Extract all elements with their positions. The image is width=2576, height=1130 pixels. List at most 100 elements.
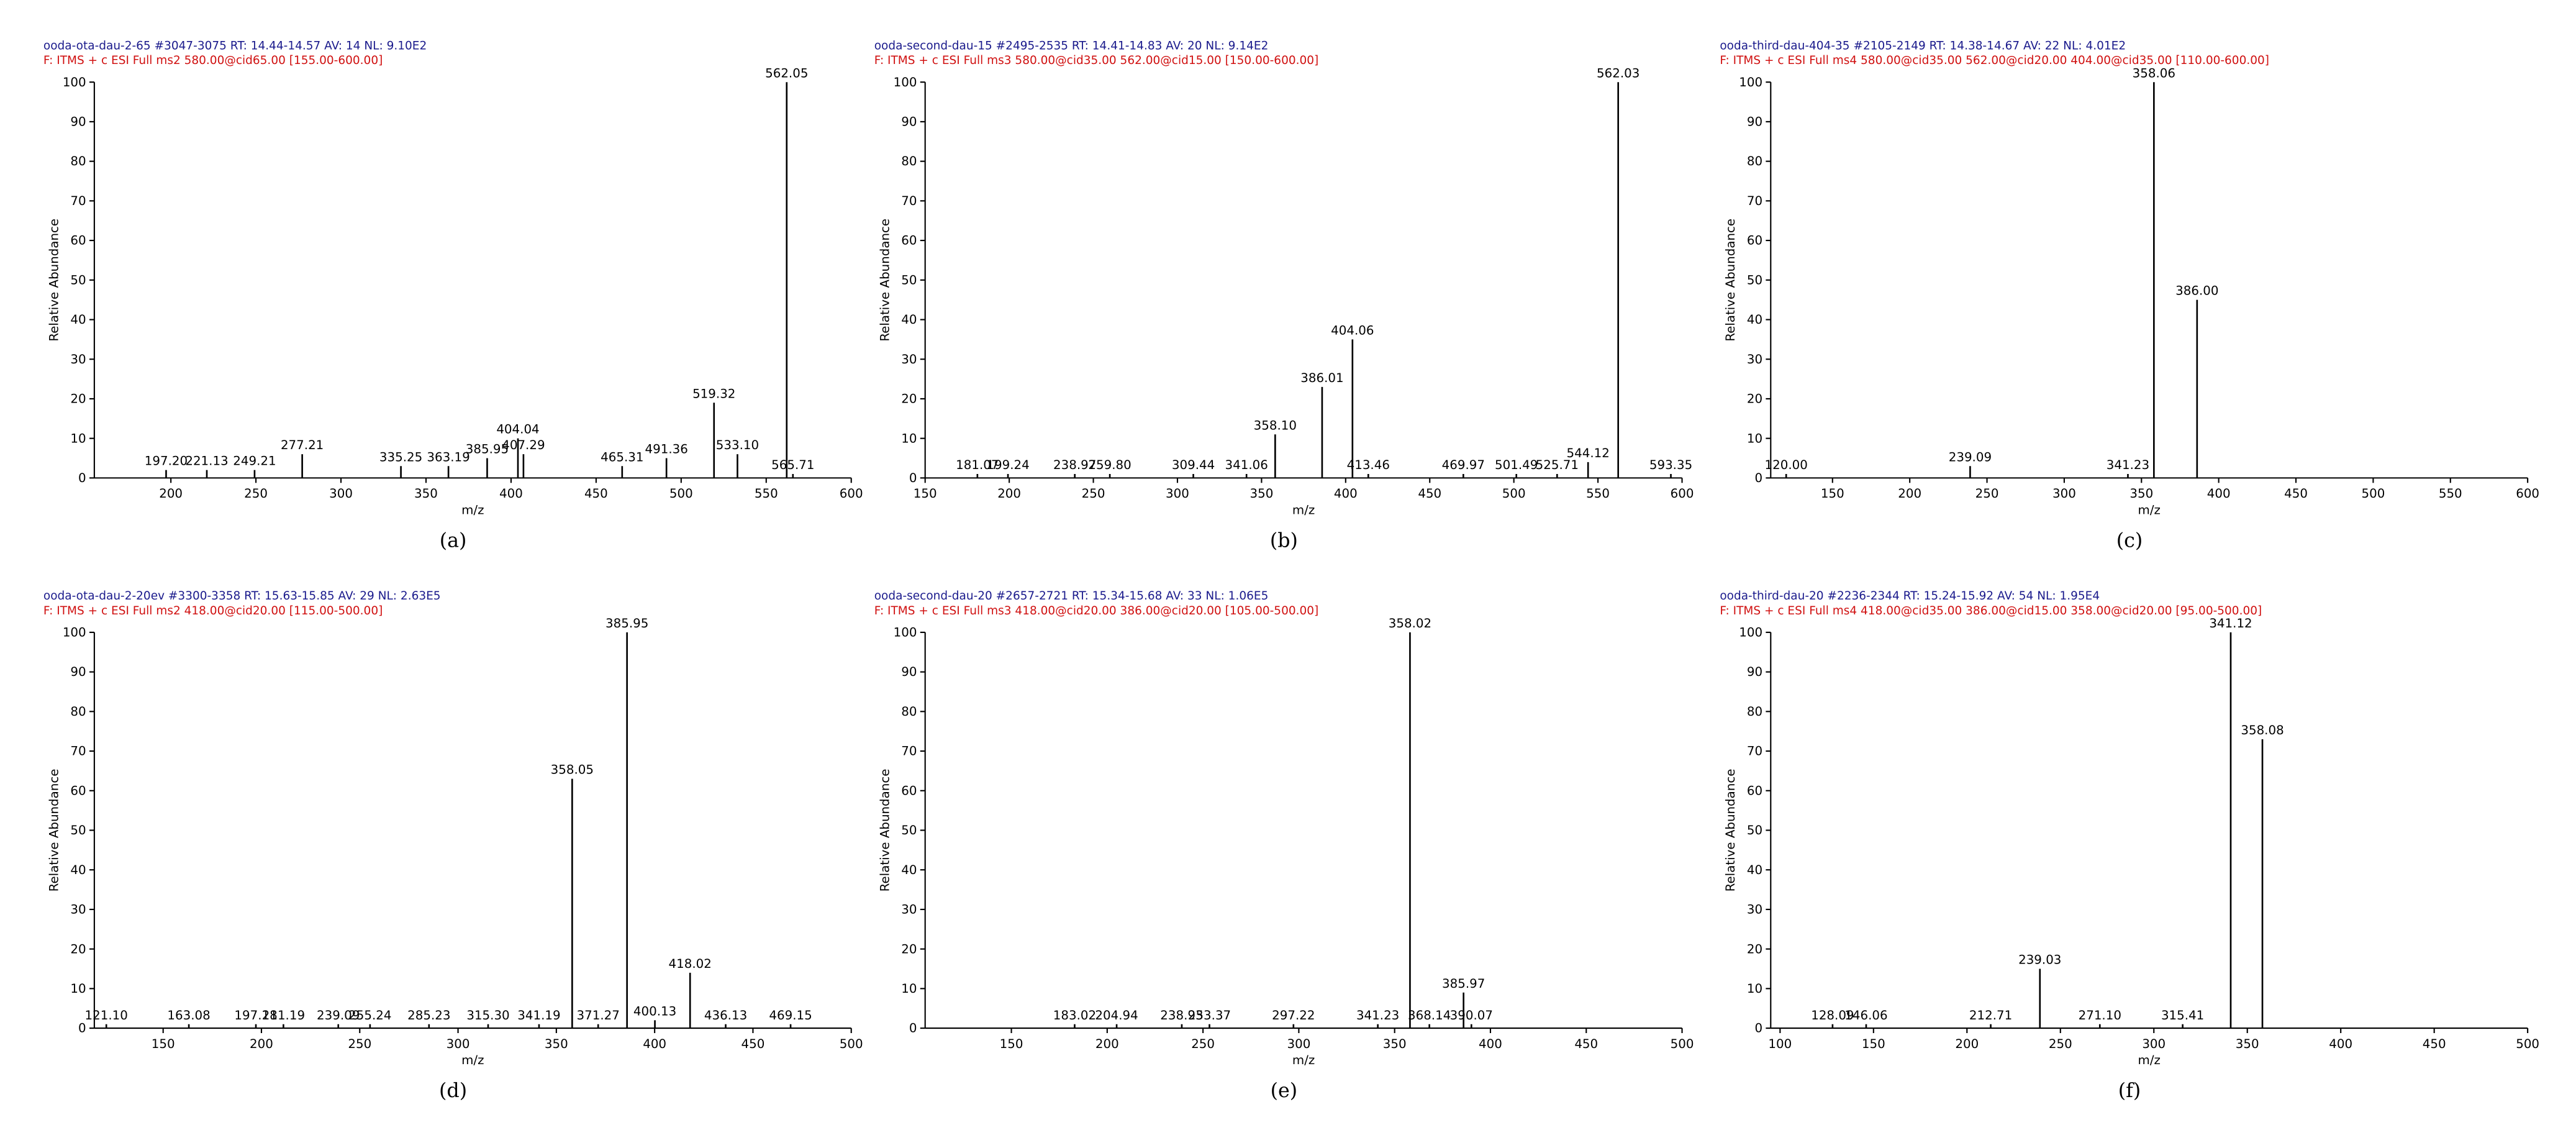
- x-tick-label: 500: [2516, 1037, 2539, 1051]
- x-tick-label: 150: [1000, 1037, 1023, 1051]
- peak-label: 341.19: [517, 1008, 560, 1023]
- x-tick-label: 350: [545, 1037, 568, 1051]
- scan-header: ooda-third-dau-404-35 #2105-2149 RT: 14.…: [1720, 39, 2126, 52]
- y-tick-label: 80: [70, 704, 86, 719]
- peak-label: 407.29: [502, 438, 545, 452]
- x-tick-label: 400: [1334, 486, 1358, 501]
- y-tick-label: 50: [1747, 823, 1762, 837]
- x-tick-label: 400: [499, 486, 523, 501]
- panel-label: (a): [440, 529, 467, 552]
- y-tick-label: 30: [901, 352, 917, 367]
- x-tick-label: 200: [1095, 1037, 1119, 1051]
- y-tick-label: 40: [1747, 312, 1762, 327]
- y-tick-label: 30: [70, 903, 86, 917]
- peak-label: 404.04: [496, 422, 539, 437]
- peak-label: 239.03: [2018, 953, 2061, 967]
- y-axis-label: Relative Abundance: [47, 769, 61, 892]
- y-tick-label: 100: [1739, 626, 1762, 640]
- y-tick-label: 50: [70, 273, 86, 287]
- peak-label: 315.30: [466, 1008, 509, 1023]
- peak-label: 386.01: [1300, 371, 1343, 385]
- peak-label: 309.44: [1172, 458, 1215, 472]
- peak-label: 371.27: [577, 1008, 620, 1023]
- y-tick-label: 20: [70, 392, 86, 406]
- x-tick-label: 200: [997, 486, 1021, 501]
- peak-label: 533.10: [716, 438, 759, 452]
- x-tick-label: 400: [1479, 1037, 1502, 1051]
- peak-label: 469.97: [1442, 458, 1485, 472]
- peak-label: 335.25: [379, 450, 422, 464]
- spectrum-panel: ooda-third-dau-404-35 #2105-2149 RT: 14.…: [1720, 39, 2539, 552]
- x-tick-label: 300: [1166, 486, 1189, 501]
- peak-label: 297.22: [1272, 1008, 1315, 1023]
- spectrum-panel: ooda-second-dau-20 #2657-2721 RT: 15.34-…: [874, 590, 1694, 1102]
- y-axis-label: Relative Abundance: [1723, 769, 1738, 892]
- peak-label: 181.07: [956, 458, 999, 472]
- peak-label: 385.95: [605, 616, 648, 631]
- y-tick-label: 90: [70, 115, 86, 129]
- x-tick-label: 600: [840, 486, 863, 501]
- x-tick-label: 150: [152, 1037, 175, 1051]
- x-tick-label: 300: [447, 1037, 470, 1051]
- peak-label: 253.37: [1188, 1008, 1231, 1023]
- x-tick-label: 100: [1768, 1037, 1792, 1051]
- peak-label: 238.97: [1053, 458, 1096, 472]
- scan-header: ooda-ota-dau-2-20ev #3300-3358 RT: 15.63…: [43, 590, 441, 603]
- peak-label: 436.13: [704, 1008, 747, 1023]
- x-tick-label: 300: [2142, 1037, 2166, 1051]
- peak-label: 163.08: [167, 1008, 210, 1023]
- y-tick-label: 80: [901, 704, 917, 719]
- x-tick-label: 200: [1955, 1037, 1979, 1051]
- peak-label: 358.06: [2133, 66, 2175, 80]
- y-tick-label: 90: [901, 115, 917, 129]
- y-tick-label: 60: [901, 783, 917, 798]
- x-tick-label: 550: [755, 486, 778, 501]
- peak-label: 368.14: [1408, 1008, 1451, 1023]
- peak-label: 404.06: [1331, 323, 1374, 337]
- x-tick-label: 550: [1586, 486, 1610, 501]
- x-tick-label: 600: [1671, 486, 1694, 501]
- peak-label: 199.24: [986, 458, 1029, 472]
- y-tick-label: 70: [901, 744, 917, 759]
- y-tick-label: 70: [70, 744, 86, 759]
- spectrum-panel: ooda-ota-dau-2-20ev #3300-3358 RT: 15.63…: [43, 590, 863, 1102]
- x-tick-label: 250: [348, 1037, 371, 1051]
- peak-label: 358.05: [551, 763, 594, 777]
- y-tick-label: 20: [901, 942, 917, 956]
- peak-label: 544.12: [1567, 446, 1610, 460]
- y-axis-label: Relative Abundance: [878, 219, 892, 342]
- x-tick-label: 600: [2516, 486, 2539, 501]
- y-tick-label: 0: [78, 1021, 86, 1036]
- peak-label: 211.19: [262, 1008, 305, 1023]
- peak-label: 385.97: [1442, 977, 1485, 991]
- x-tick-label: 250: [1082, 486, 1105, 501]
- y-tick-label: 0: [1754, 471, 1762, 485]
- y-tick-label: 50: [901, 273, 917, 287]
- scan-filter: F: ITMS + c ESI Full ms4 580.00@cid35.00…: [1720, 54, 2269, 67]
- y-tick-label: 70: [901, 194, 917, 208]
- y-tick-label: 100: [63, 626, 86, 640]
- y-tick-label: 20: [70, 942, 86, 956]
- peak-label: 315.41: [2161, 1008, 2204, 1023]
- y-tick-label: 10: [1747, 982, 1762, 996]
- peak-label: 341.23: [1356, 1008, 1399, 1023]
- peak-label: 400.13: [633, 1004, 676, 1018]
- peak-label: 418.02: [669, 957, 712, 971]
- scan-filter: F: ITMS + c ESI Full ms2 418.00@cid20.00…: [43, 604, 383, 617]
- y-tick-label: 90: [1747, 115, 1762, 129]
- peak-label: 204.94: [1095, 1008, 1138, 1023]
- y-axis-label: Relative Abundance: [878, 769, 892, 892]
- peak-label: 120.00: [1765, 458, 1808, 472]
- peak-label: 465.31: [601, 450, 643, 464]
- scan-header: ooda-third-dau-20 #2236-2344 RT: 15.24-1…: [1720, 590, 2100, 603]
- peak-label: 121.10: [85, 1008, 128, 1023]
- scan-filter: F: ITMS + c ESI Full ms3 418.00@cid20.00…: [874, 604, 1319, 617]
- x-tick-label: 350: [2129, 486, 2153, 501]
- x-tick-label: 250: [1975, 486, 1999, 501]
- scan-filter: F: ITMS + c ESI Full ms3 580.00@cid35.00…: [874, 54, 1319, 67]
- peak-label: 385.95: [466, 442, 509, 457]
- peak-label: 469.15: [769, 1008, 812, 1023]
- x-tick-label: 550: [2439, 486, 2462, 501]
- peak-label: 386.00: [2175, 284, 2218, 298]
- y-tick-label: 20: [1747, 942, 1762, 956]
